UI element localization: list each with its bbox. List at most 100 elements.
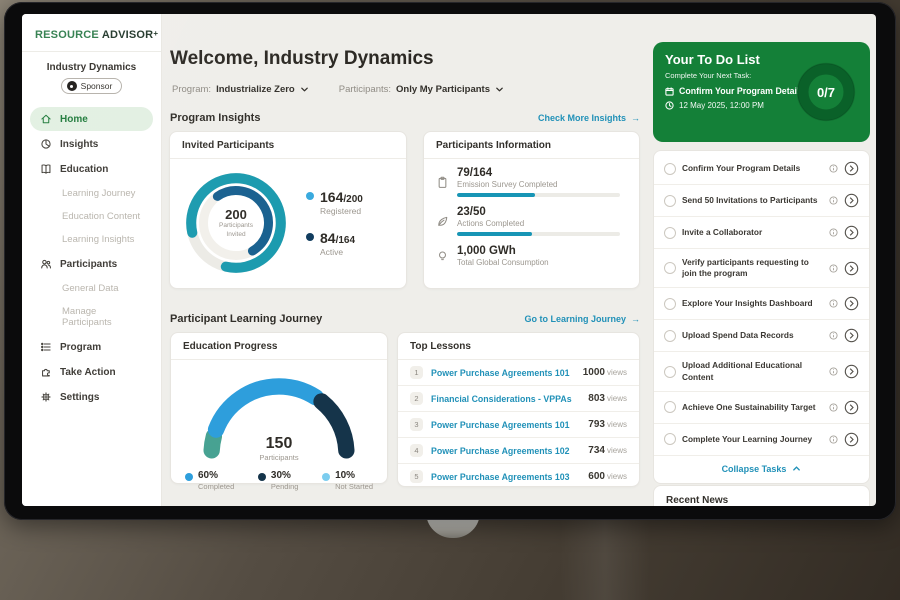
lesson-row: 5 Power Purchase Agreements 103 600 views <box>398 464 639 489</box>
todo-checkbox[interactable] <box>664 194 676 207</box>
legend-dot <box>306 233 314 241</box>
divider <box>22 51 161 52</box>
dashboard-screen: RESOURCE ADVISOR+ Industry Dynamics Spon… <box>22 14 876 506</box>
lesson-row: 2 Financial Considerations - VPPAs 803 vi… <box>398 386 639 412</box>
todo-item: Send 50 Invitations to Participants <box>654 185 869 217</box>
chevron-down-icon <box>300 87 308 92</box>
sidebar-item-take-action[interactable]: Take Action <box>30 360 153 384</box>
info-icon[interactable] <box>829 403 838 412</box>
leaf-icon <box>438 216 448 226</box>
sidebar-item-general-data[interactable]: General Data <box>62 283 119 294</box>
sidebar-item-learning-journey[interactable]: Learning Journey <box>62 188 136 199</box>
info-icon[interactable] <box>829 228 838 237</box>
program-dropdown[interactable]: Program: Industrialize Zero <box>172 84 309 95</box>
lesson-row: 4 Power Purchase Agreements 102 734 views <box>398 438 639 464</box>
info-icon[interactable] <box>829 196 838 205</box>
sidebar-item-settings[interactable]: Settings <box>30 385 153 409</box>
sidebar-item-participants[interactable]: Participants <box>30 252 153 276</box>
list-icon <box>41 342 51 352</box>
lesson-link[interactable]: Financial Considerations - VPPAs <box>431 393 572 404</box>
participants-dropdown[interactable]: Participants: Only My Participants <box>339 84 504 95</box>
lesson-link[interactable]: Power Purchase Agreements 103 <box>431 471 570 482</box>
todo-item: Invite a Collaborator <box>654 217 869 249</box>
book-icon <box>41 164 51 174</box>
legend-dot <box>185 473 193 481</box>
todo-checkbox[interactable] <box>664 401 676 414</box>
lesson-link[interactable]: Power Purchase Agreements 101 <box>431 419 570 430</box>
pie-chart-icon <box>41 139 51 149</box>
legend-not-started: 10% Not Started <box>322 470 373 491</box>
sidebar-item-insights[interactable]: Insights <box>30 132 153 156</box>
legend-pending: 30% Pending <box>257 470 298 491</box>
lesson-row: 1 Power Purchase Agreements 101 1000 view… <box>398 360 639 386</box>
todo-checkbox[interactable] <box>664 162 676 175</box>
todo-item: Achieve One Sustainability Target <box>654 392 869 424</box>
check-more-insights-link[interactable]: Check More Insights → <box>537 113 640 123</box>
sidebar-item-education-content[interactable]: Education Content <box>62 211 141 222</box>
gear-icon <box>41 392 51 402</box>
sidebar-item-manage-participants[interactable]: Manage Participants <box>62 306 112 328</box>
arrow-right-icon: → <box>631 314 640 324</box>
info-icon[interactable] <box>829 331 838 340</box>
rank-badge: 4 <box>410 444 423 457</box>
gauge-segment <box>203 378 355 462</box>
people-icon <box>41 259 51 269</box>
go-to-learning-journey-link[interactable]: Go to Learning Journey → <box>524 314 640 324</box>
todo-checkbox[interactable] <box>664 365 676 378</box>
chevron-right-button[interactable] <box>844 296 859 311</box>
sidebar-item-program[interactable]: Program <box>30 335 153 359</box>
todo-item: Verify participants requesting to join t… <box>654 249 869 289</box>
rank-badge: 3 <box>410 418 423 431</box>
legend-dot <box>322 473 331 481</box>
sidebar-nav: Home Insights Education Learning Journey… <box>22 102 161 414</box>
chevron-right-button[interactable] <box>844 261 859 276</box>
chevron-right-button[interactable] <box>844 364 859 379</box>
sidebar-item-learning-insights[interactable]: Learning Insights <box>62 234 135 245</box>
todo-item: Upload Additional Educational Content <box>654 352 869 392</box>
progress-bar <box>457 232 621 236</box>
gauge-segment <box>203 378 355 462</box>
info-icon[interactable] <box>829 435 838 444</box>
chevron-right-button[interactable] <box>844 400 859 415</box>
sidebar-item-home[interactable]: Home <box>30 107 153 131</box>
chevron-right-button[interactable] <box>844 328 859 343</box>
legend-registered: 164/200 Registered <box>306 189 363 216</box>
todo-checkbox[interactable] <box>664 262 676 275</box>
monitor-bezel: RESOURCE ADVISOR+ Industry Dynamics Spon… <box>4 2 896 520</box>
lesson-link[interactable]: Power Purchase Agreements 101 <box>431 367 570 378</box>
info-icon[interactable] <box>829 367 838 376</box>
org-name: Industry Dynamics <box>46 62 137 73</box>
page-title: Welcome, Industry Dynamics <box>170 48 434 69</box>
chevron-right-button[interactable] <box>844 193 859 208</box>
todo-checkbox[interactable] <box>664 329 676 342</box>
todo-checkbox[interactable] <box>664 226 676 239</box>
collapse-tasks-link[interactable]: Collapse Tasks <box>654 456 869 481</box>
participants-information-card: Participants Information 79/164 Emission… <box>423 131 640 289</box>
sidebar-item-education[interactable]: Education <box>30 157 153 181</box>
clipboard-icon <box>438 176 447 188</box>
donut-arc-active <box>199 186 273 260</box>
chevron-right-button[interactable] <box>844 432 859 447</box>
sidebar: RESOURCE ADVISOR+ Industry Dynamics Spon… <box>22 14 162 506</box>
donut-arc-registered <box>186 173 286 273</box>
invited-participants-card: Invited Participants 200 Participants Inv… <box>169 131 407 289</box>
puzzle-icon <box>42 368 50 377</box>
todo-checkbox[interactable] <box>664 297 676 310</box>
lesson-link[interactable]: Power Purchase Agreements 102 <box>431 445 570 456</box>
chevron-right-button[interactable] <box>844 161 859 176</box>
filters-row: Program: Industrialize Zero Participants… <box>172 84 504 95</box>
info-icon[interactable] <box>829 264 838 273</box>
progress-bar <box>457 193 621 197</box>
clock-icon <box>665 101 674 110</box>
info-icon[interactable] <box>829 299 838 308</box>
todo-checkbox[interactable] <box>664 433 676 446</box>
lightbulb-icon <box>439 251 446 260</box>
lesson-row: 3 Power Purchase Agreements 101 793 views <box>398 412 639 438</box>
top-lessons-card: Top Lessons 1 Power Purchase Agreements … <box>397 332 640 487</box>
chevron-right-button[interactable] <box>844 225 859 240</box>
info-icon[interactable] <box>829 164 838 173</box>
todo-summary-panel: Your To Do List Complete Your Next Task:… <box>653 42 870 142</box>
stat-emission-survey: 79/164 Emission Survey Completed <box>436 167 627 197</box>
todo-item: Confirm Your Program Details <box>654 153 869 185</box>
legend-dot <box>257 473 266 481</box>
